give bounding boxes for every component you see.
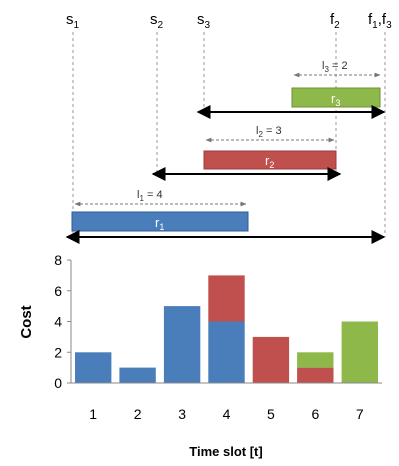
bar-slot-4-series-1 [208,321,245,383]
bar-slot-5-series-2 [252,336,290,383]
marker-lines [72,32,386,237]
y-tick-label: 8 [54,252,62,268]
marker-s2: s2 [150,11,164,31]
marker-s3: s3 [197,11,211,31]
x-axis-label: Time slot [t] [189,444,262,459]
x-tick-label: 7 [356,406,364,422]
bar-slot-6-series-2 [297,367,334,383]
y-tick-label: 0 [54,375,62,391]
marker-s1: s1 [66,11,80,31]
request-1: l1 = 4 r1 [65,189,386,244]
l2-label: l2 = 3 [256,125,282,139]
bar-slot-3-series-1 [163,306,201,383]
x-tick-label: 3 [178,406,186,422]
x-ticks: 1 2 3 4 5 6 7 [89,406,364,422]
y-tick-label: 6 [54,283,62,299]
l3-label: l3 = 2 [322,60,348,74]
bar-slot-4-series-2 [208,275,245,322]
chart-bars [75,275,378,384]
marker-f2: f2 [330,11,340,31]
r3-label: r3 [331,91,340,108]
bar-slot-1-series-1 [75,352,112,384]
y-ticks: 0 2 4 6 8 [54,252,71,391]
bar-slot-7-series-3 [341,321,378,383]
bar-slot-6-series-3 [297,352,334,368]
x-tick-label: 6 [312,406,320,422]
cost-chart: 0 2 4 6 8 1 2 3 4 5 6 7 Cost Time slot [t] [18,252,382,459]
request-3: l3 = 2 r3 [196,60,386,119]
x-tick-label: 1 [89,406,97,422]
r1-label: r1 [155,215,164,232]
bar-slot-2-series-1 [119,367,156,383]
r2-label: r2 [265,153,274,170]
l1-label: l1 = 4 [137,189,163,203]
y-axis-label: Cost [18,305,35,338]
y-tick-label: 2 [54,344,62,360]
y-tick-label: 4 [54,314,62,330]
x-tick-label: 4 [223,406,231,422]
marker-f1-f3: f1,f3 [368,11,392,31]
x-tick-label: 5 [267,406,275,422]
timeline-diagram: s1 s2 s3 f2 f1,f3 l3 = 2 r3 [65,11,392,244]
x-tick-label: 2 [134,406,142,422]
request-2: l2 = 3 r2 [151,125,342,181]
